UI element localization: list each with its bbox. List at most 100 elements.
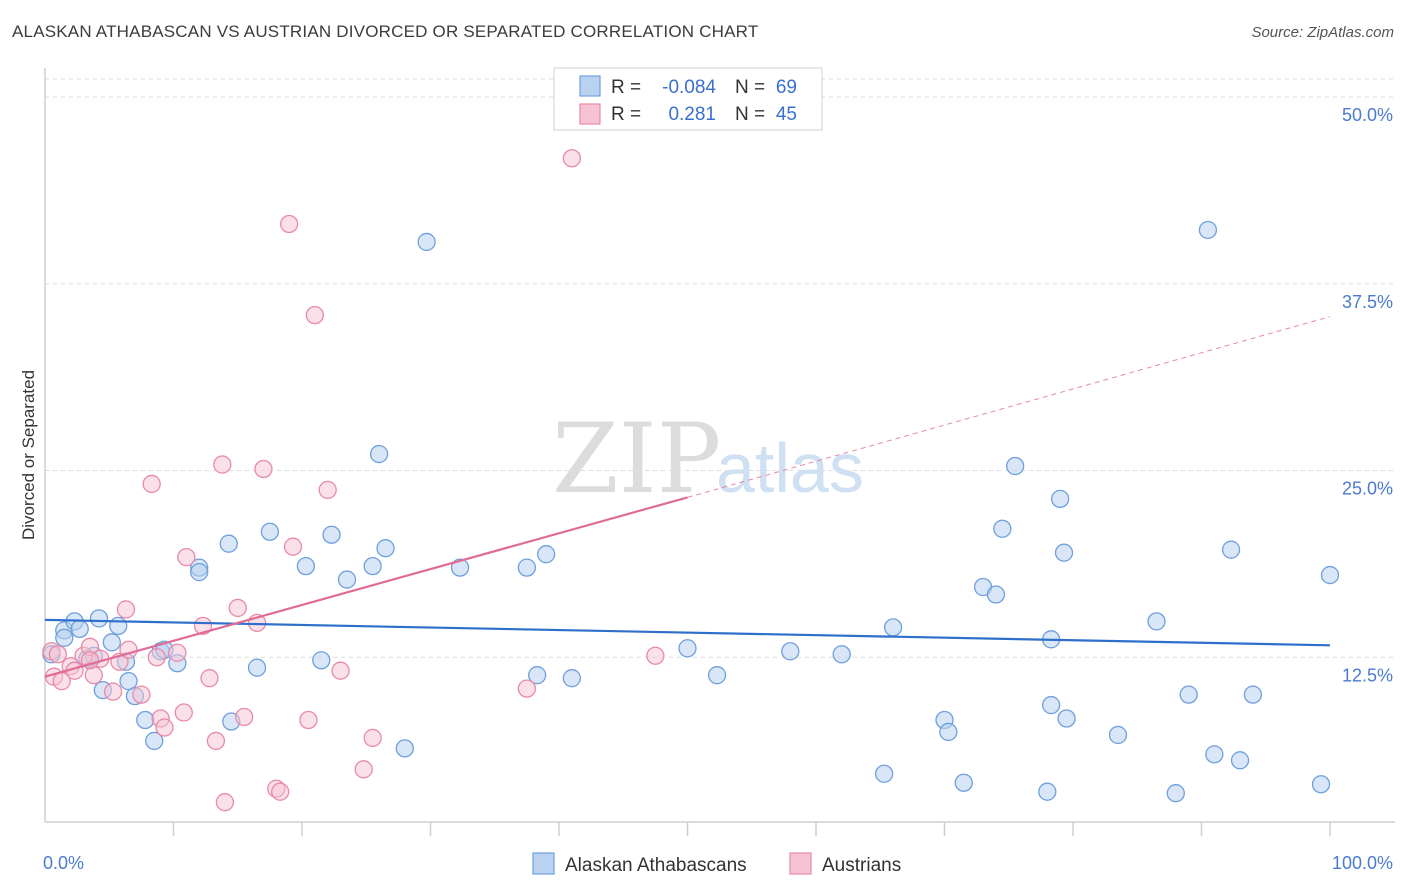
point-austrian-39 [354, 760, 373, 779]
point-austrian-20 [174, 703, 193, 722]
point-austrian-22 [193, 616, 213, 636]
point-alaskan-61 [1198, 220, 1218, 240]
point-austrian-18 [155, 718, 174, 737]
bottom-legend-label-2: Austrians [822, 855, 901, 876]
series-austrians [42, 149, 665, 812]
point-alaskan-65 [1243, 685, 1263, 704]
point-alaskan-4 [70, 619, 89, 639]
point-alaskan-13 [136, 710, 155, 730]
point-alaskan-57 [1108, 725, 1128, 745]
y-tick-labels: 12.5% 25.0% 37.5% 50.0% [1342, 105, 1393, 685]
point-alaskan-56 [1057, 709, 1076, 728]
source-label: Source: ZipAtlas.com [1251, 24, 1394, 41]
point-austrian-14 [132, 685, 151, 704]
trend-lines [44, 316, 1331, 678]
point-alaskan-27 [337, 570, 357, 589]
point-alaskan-64 [1230, 751, 1250, 770]
point-alaskan-7 [89, 609, 109, 628]
point-austrian-40 [363, 728, 382, 748]
point-alaskan-66 [1311, 775, 1331, 794]
legend-swatch-pink [579, 103, 601, 125]
axes [44, 68, 1395, 836]
point-alaskan-35 [528, 666, 547, 685]
point-alaskan-34 [517, 558, 537, 577]
point-austrian-15 [142, 474, 161, 494]
point-alaskan-42 [874, 764, 894, 783]
point-austrian-37 [318, 480, 337, 500]
watermark-atlas: atlas [716, 429, 864, 507]
point-alaskan-45 [939, 722, 958, 742]
point-alaskan-54 [1051, 489, 1070, 509]
watermark: ZIP atlas [552, 403, 864, 515]
x-tick-labels: 0.0% 100.0% [43, 853, 1393, 873]
point-alaskan-14 [145, 731, 164, 751]
point-austrian-36 [305, 305, 325, 325]
y-tick-label-3: 50.0% [1342, 105, 1393, 125]
legend-n-label-2: N = [735, 104, 765, 125]
point-austrian-16 [147, 648, 166, 667]
point-austrian-33 [279, 214, 299, 234]
point-alaskan-22 [247, 658, 267, 677]
point-alaskan-23 [260, 522, 280, 541]
point-austrian-32 [271, 782, 290, 801]
point-alaskan-24 [296, 556, 316, 576]
legend-n-label-1: N = [735, 77, 765, 98]
legend-swatch-blue [579, 75, 601, 97]
bottom-legend: Alaskan Athabascans Austrians [532, 852, 901, 876]
trend-line-alaskan [44, 618, 1331, 647]
point-alaskan-67 [1320, 565, 1340, 585]
point-alaskan-40 [781, 642, 800, 661]
point-alaskan-52 [1042, 695, 1061, 715]
point-austrian-19 [168, 643, 187, 662]
point-alaskan-9 [102, 633, 121, 652]
y-tick-label-1: 25.0% [1342, 479, 1393, 499]
point-alaskan-48 [986, 585, 1006, 604]
point-austrian-25 [213, 455, 232, 474]
point-alaskan-59 [1166, 784, 1185, 803]
point-alaskan-41 [832, 645, 851, 664]
chart-title: ALASKAN ATHABASCAN VS AUSTRIAN DIVORCED … [12, 22, 759, 41]
point-austrian-27 [228, 598, 247, 618]
watermark-zip: ZIP [552, 403, 721, 515]
point-austrian-43 [646, 646, 665, 665]
bottom-legend-swatch-blue [532, 852, 555, 875]
point-alaskan-38 [678, 639, 697, 658]
point-austrian-42 [562, 149, 581, 168]
legend-r-value-2: 0.281 [668, 104, 716, 125]
legend-r-label-1: R = [611, 77, 641, 98]
trend-line-austrian [44, 496, 688, 678]
y-tick-label-0: 12.5% [1342, 665, 1393, 685]
point-austrian-34 [283, 537, 303, 556]
legend-n-value-1: 69 [776, 77, 797, 98]
point-austrian-2 [48, 645, 67, 664]
point-austrian-26 [215, 793, 235, 812]
point-alaskan-29 [369, 444, 389, 464]
point-alaskan-50 [1006, 456, 1025, 476]
point-alaskan-28 [363, 556, 382, 576]
point-alaskan-33 [450, 558, 470, 577]
point-austrian-35 [299, 710, 318, 730]
x-tick-label-1: 100.0% [1332, 853, 1393, 873]
point-alaskan-43 [883, 618, 903, 637]
point-alaskan-10 [109, 616, 128, 636]
x-tick-label-0: 0.0% [43, 853, 84, 873]
point-alaskan-26 [322, 525, 341, 544]
bottom-legend-swatch-pink [789, 852, 812, 875]
point-alaskan-63 [1221, 540, 1241, 559]
point-alaskan-36 [537, 545, 556, 564]
point-austrian-24 [206, 731, 226, 751]
point-austrian-8 [84, 666, 103, 685]
point-alaskan-39 [707, 666, 727, 685]
point-alaskan-32 [417, 232, 436, 252]
point-austrian-38 [331, 661, 350, 680]
legend-n-value-2: 45 [776, 104, 797, 125]
point-alaskan-19 [190, 562, 209, 582]
bottom-legend-label-1: Alaskan Athabascans [565, 855, 747, 876]
point-alaskan-20 [219, 534, 238, 553]
point-austrian-23 [200, 669, 219, 688]
point-austrian-28 [235, 707, 254, 727]
point-austrian-41 [517, 679, 537, 698]
gridlines [45, 78, 1395, 658]
point-alaskan-49 [993, 519, 1012, 538]
